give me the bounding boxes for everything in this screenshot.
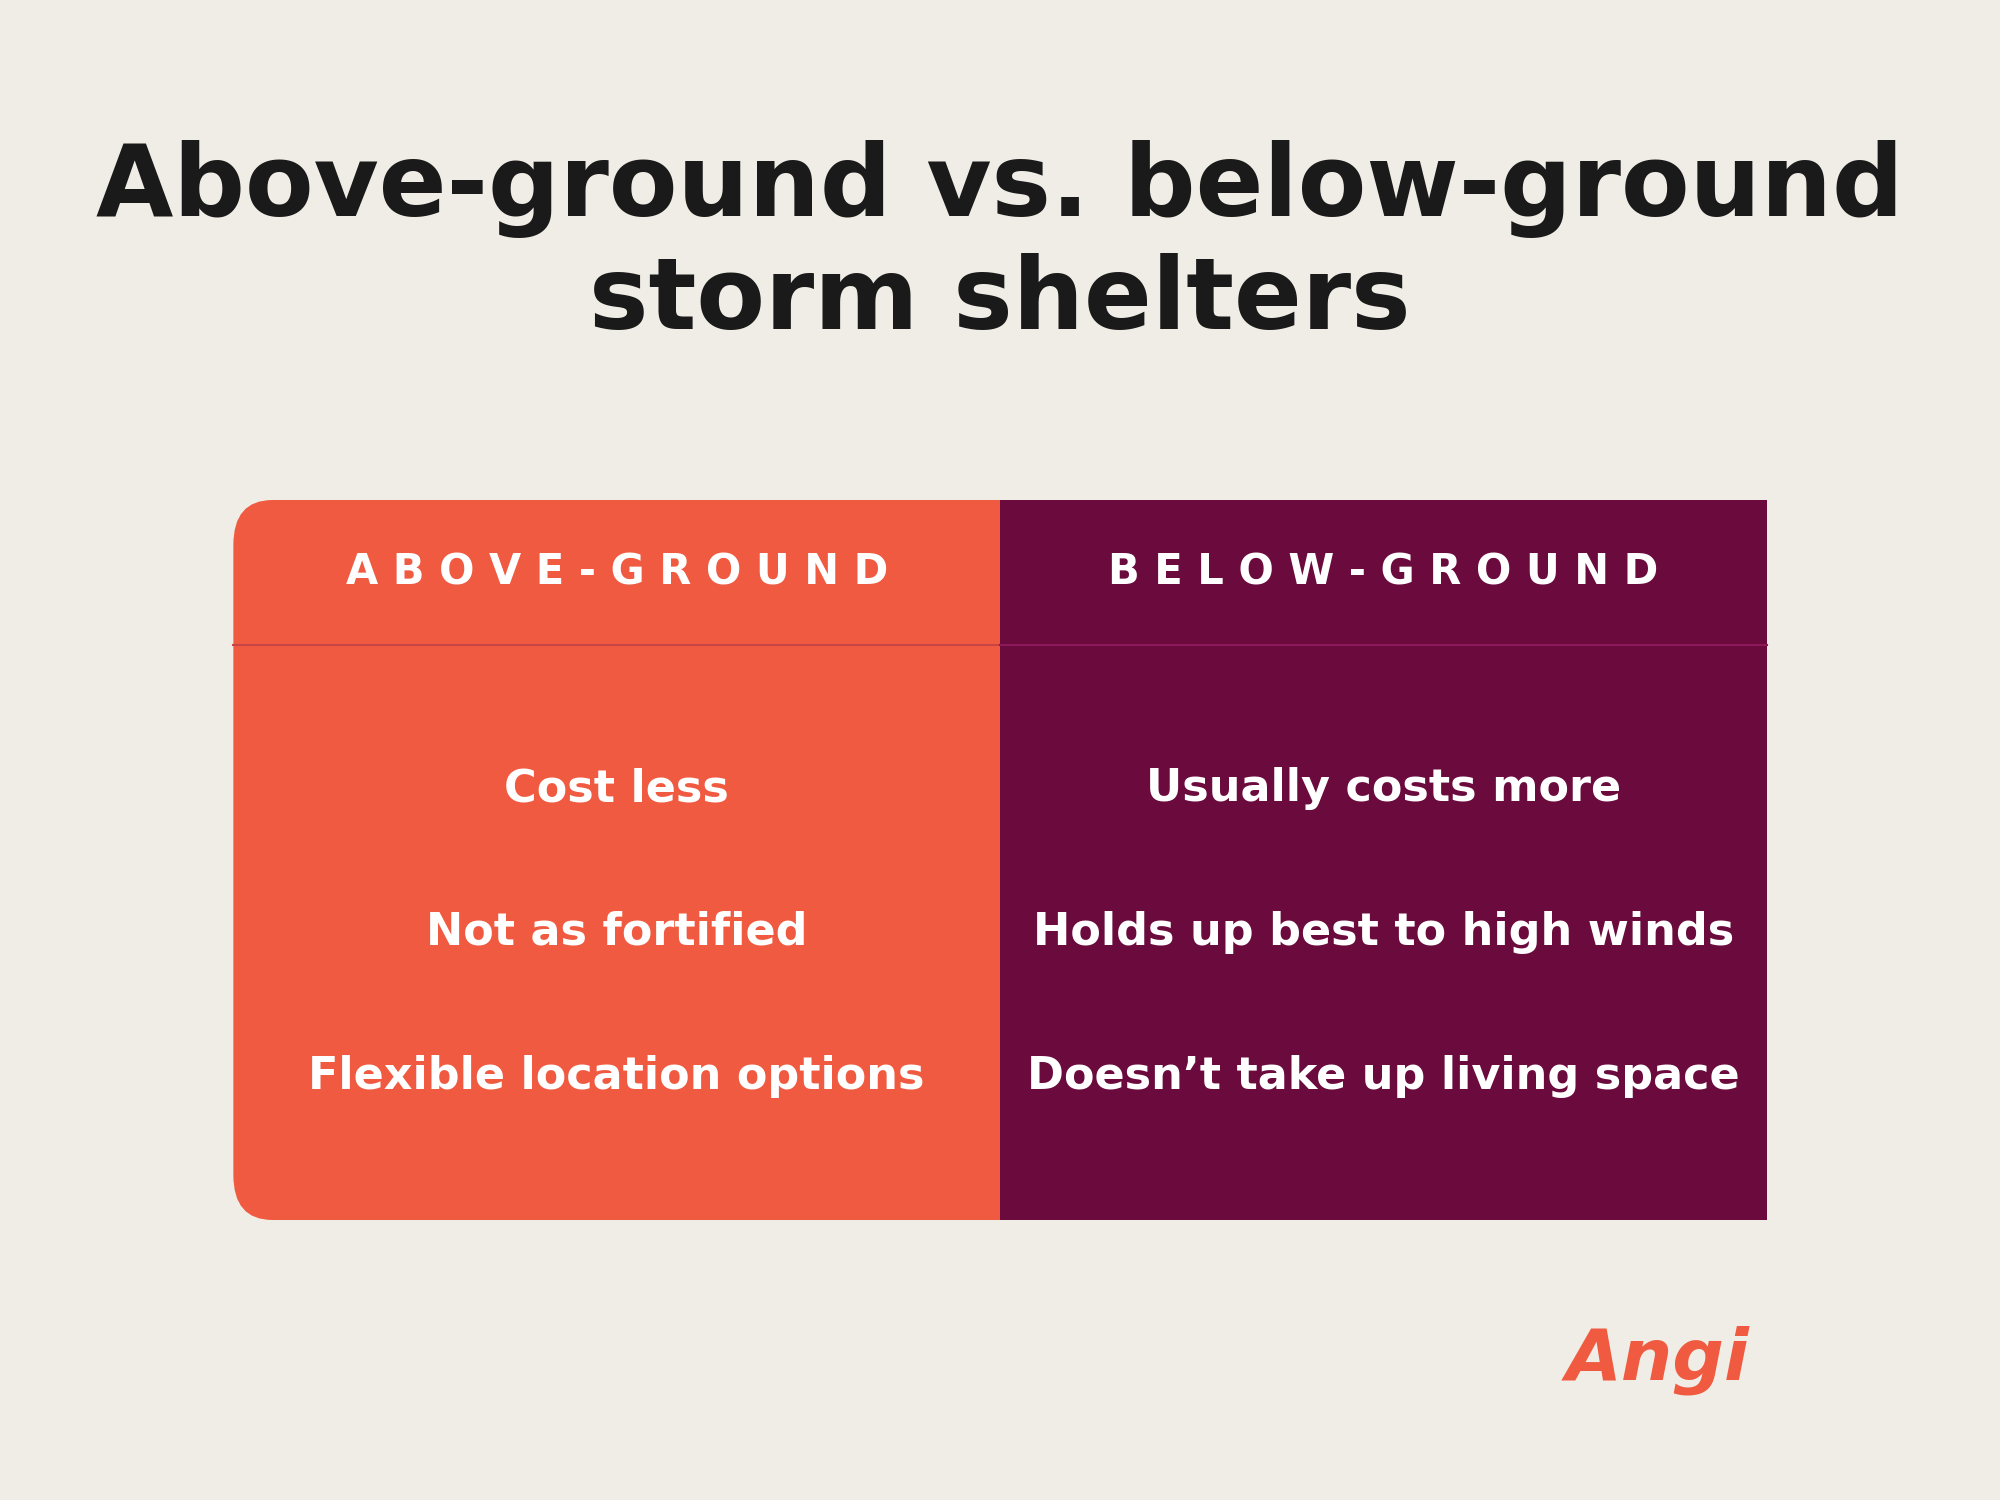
Text: Cost less: Cost less [504,766,730,810]
FancyBboxPatch shape [1000,500,1766,1220]
FancyBboxPatch shape [234,500,1766,1220]
Text: Above-ground vs. below-ground
storm shelters: Above-ground vs. below-ground storm shel… [96,140,1904,350]
Bar [922,500,1000,1220]
Text: Holds up best to high winds: Holds up best to high winds [1032,910,1734,954]
Bar [1000,500,1766,1220]
Text: A B O V E - G R O U N D: A B O V E - G R O U N D [346,552,888,594]
Text: Angi: Angi [1566,1326,1750,1395]
Bar [1000,500,1078,1220]
Text: B E L O W - G R O U N D: B E L O W - G R O U N D [1108,552,1658,594]
Text: Flexible location options: Flexible location options [308,1054,924,1098]
Text: Usually costs more: Usually costs more [1146,766,1620,810]
Text: Doesn’t take up living space: Doesn’t take up living space [1028,1054,1740,1098]
Text: Not as fortified: Not as fortified [426,910,808,954]
